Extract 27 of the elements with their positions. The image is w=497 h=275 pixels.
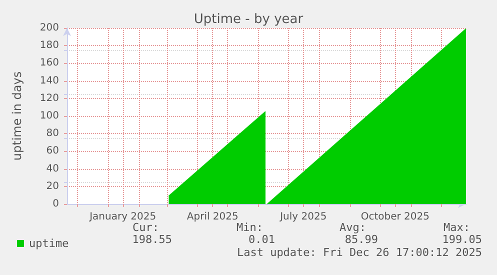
text: Min: <box>236 221 263 234</box>
y-tick-label: 100 <box>40 110 59 122</box>
x-tick-label: October 2025 <box>360 212 430 222</box>
y-tick-label: 0 <box>52 198 59 210</box>
text: Max: <box>444 221 470 234</box>
y-tick-label: 60 <box>46 146 59 157</box>
y-tick-label: 20 <box>46 180 59 192</box>
text: 198.55 <box>132 233 172 246</box>
y-tick-label: 200 <box>40 22 59 34</box>
y-tick-label: 140 <box>40 75 59 86</box>
x-tick-label: January 2025 <box>88 212 156 222</box>
legend-label: uptime <box>29 237 69 250</box>
chart-title: Uptime - by year <box>194 12 304 27</box>
x-tick-label: April 2025 <box>186 212 238 222</box>
x-tick-label: July 2025 <box>279 212 327 222</box>
text: 199.05 <box>442 233 482 246</box>
y-tick-label: 120 <box>40 92 59 104</box>
y-tick-label: 40 <box>46 163 59 174</box>
text: 85.99 <box>344 233 378 246</box>
text: Last update: Fri Dec 26 17:00:12 2025 <box>236 246 482 259</box>
y-tick-label: 180 <box>40 40 59 52</box>
y-axis-title: uptime in days <box>10 71 24 161</box>
y-tick-label: 160 <box>40 58 59 69</box>
y-tick-label: 80 <box>46 128 59 140</box>
text: Avg: <box>340 221 366 234</box>
text: Cur: <box>132 221 159 234</box>
text: 0.01 <box>248 233 275 246</box>
